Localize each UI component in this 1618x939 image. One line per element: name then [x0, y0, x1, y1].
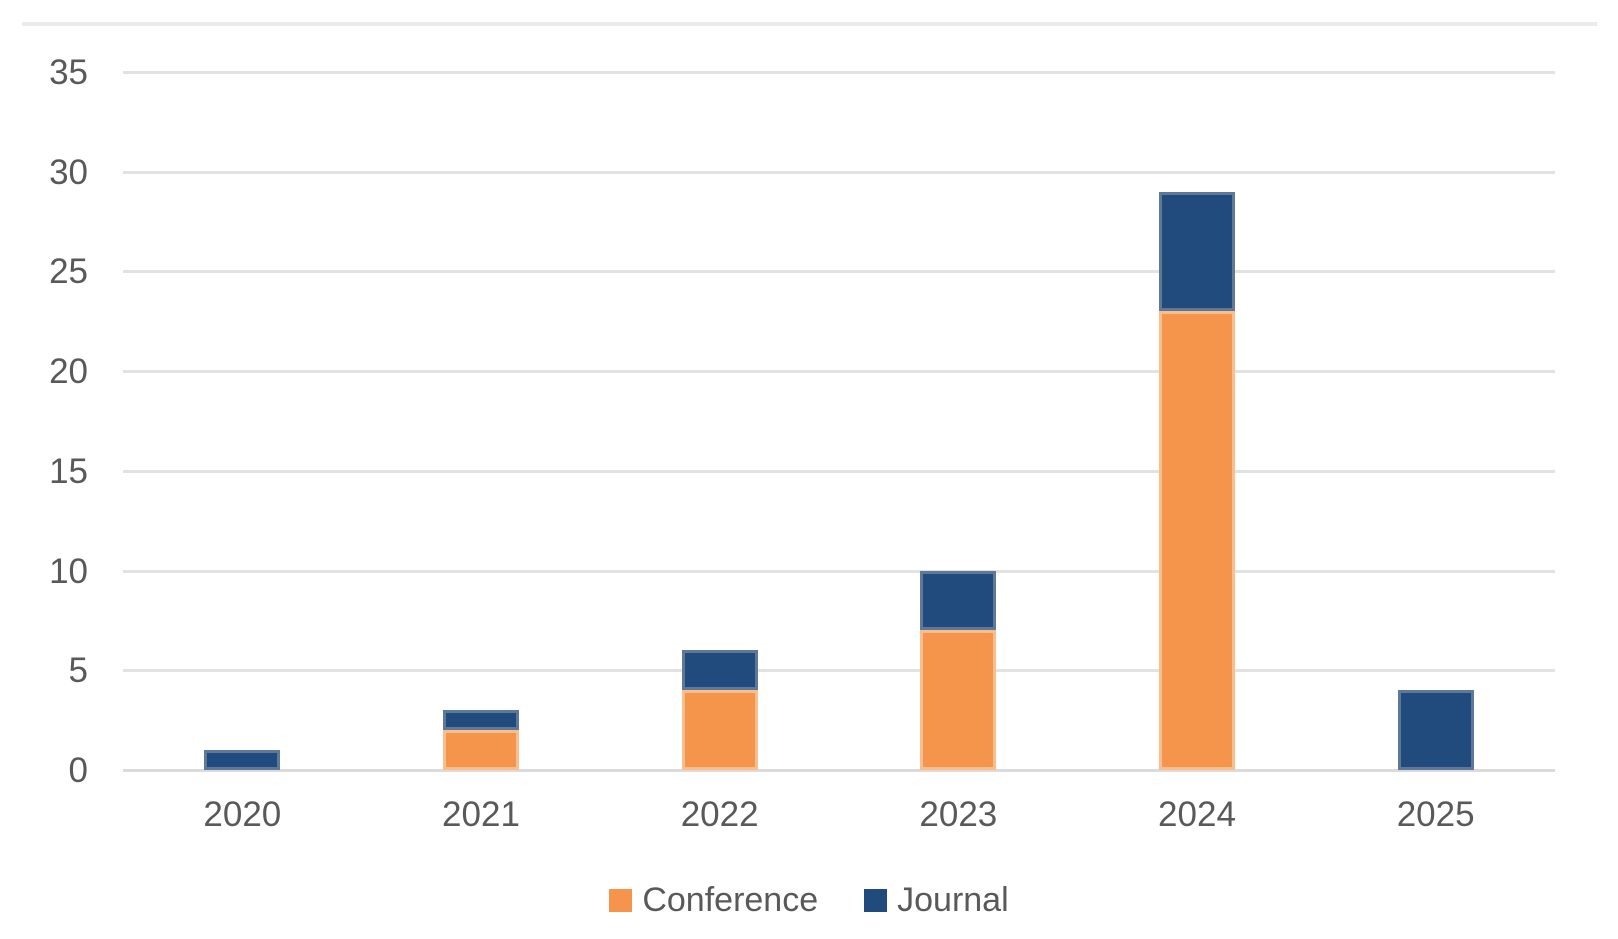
x-axis-label-2021: 2021	[442, 795, 520, 834]
bar-segment-journal-2023	[920, 570, 997, 631]
bar-segment-journal-2022	[681, 650, 758, 691]
legend-item-journal: Journal	[864, 880, 1009, 920]
x-axis-label-2020: 2020	[203, 795, 282, 834]
gridline	[123, 569, 1555, 573]
legend-label-journal: Journal	[897, 881, 1009, 919]
x-axis-label-2022: 2022	[680, 795, 759, 834]
bar-segment-journal-2020	[204, 750, 281, 770]
y-axis-tick-label: 35	[49, 53, 88, 92]
y-axis-tick-label: 20	[49, 352, 88, 392]
bar-segment-journal-2025	[1397, 690, 1474, 770]
bar-segment-conference-2024	[1159, 311, 1235, 770]
gridline	[123, 270, 1555, 274]
y-axis-tick-label: 30	[49, 152, 88, 192]
gridline	[123, 669, 1555, 673]
legend-label-conference: Conference	[642, 881, 819, 919]
x-axis-label-2025: 2025	[1396, 795, 1475, 834]
y-axis-tick-label: 5	[68, 651, 88, 691]
x-axis-label-2024: 2024	[1158, 795, 1236, 834]
y-axis-tick-label: 25	[49, 252, 88, 292]
x-axis-label-2023: 2023	[919, 795, 998, 834]
gridline	[123, 469, 1555, 473]
y-axis-tick-label: 15	[49, 451, 88, 491]
gridline	[123, 170, 1555, 174]
gridline	[123, 71, 1555, 74]
conference-swatch-icon	[609, 888, 633, 912]
bar-segment-journal-2021	[443, 710, 519, 731]
legend-item-conference: Conference	[609, 880, 818, 920]
journal-swatch-icon	[864, 888, 888, 912]
x-axis-line	[123, 769, 1555, 772]
y-axis-tick-label: 10	[49, 551, 88, 591]
y-axis-tick-label: 0	[68, 751, 88, 790]
bar-segment-conference-2023	[920, 630, 997, 770]
bar-segment-journal-2024	[1159, 191, 1235, 312]
bar-segment-conference-2021	[443, 730, 519, 770]
legend: Conference Journal	[0, 880, 1618, 920]
bar-segment-conference-2022	[681, 690, 758, 770]
gridline	[123, 370, 1555, 374]
chart-top-border	[22, 22, 1597, 26]
